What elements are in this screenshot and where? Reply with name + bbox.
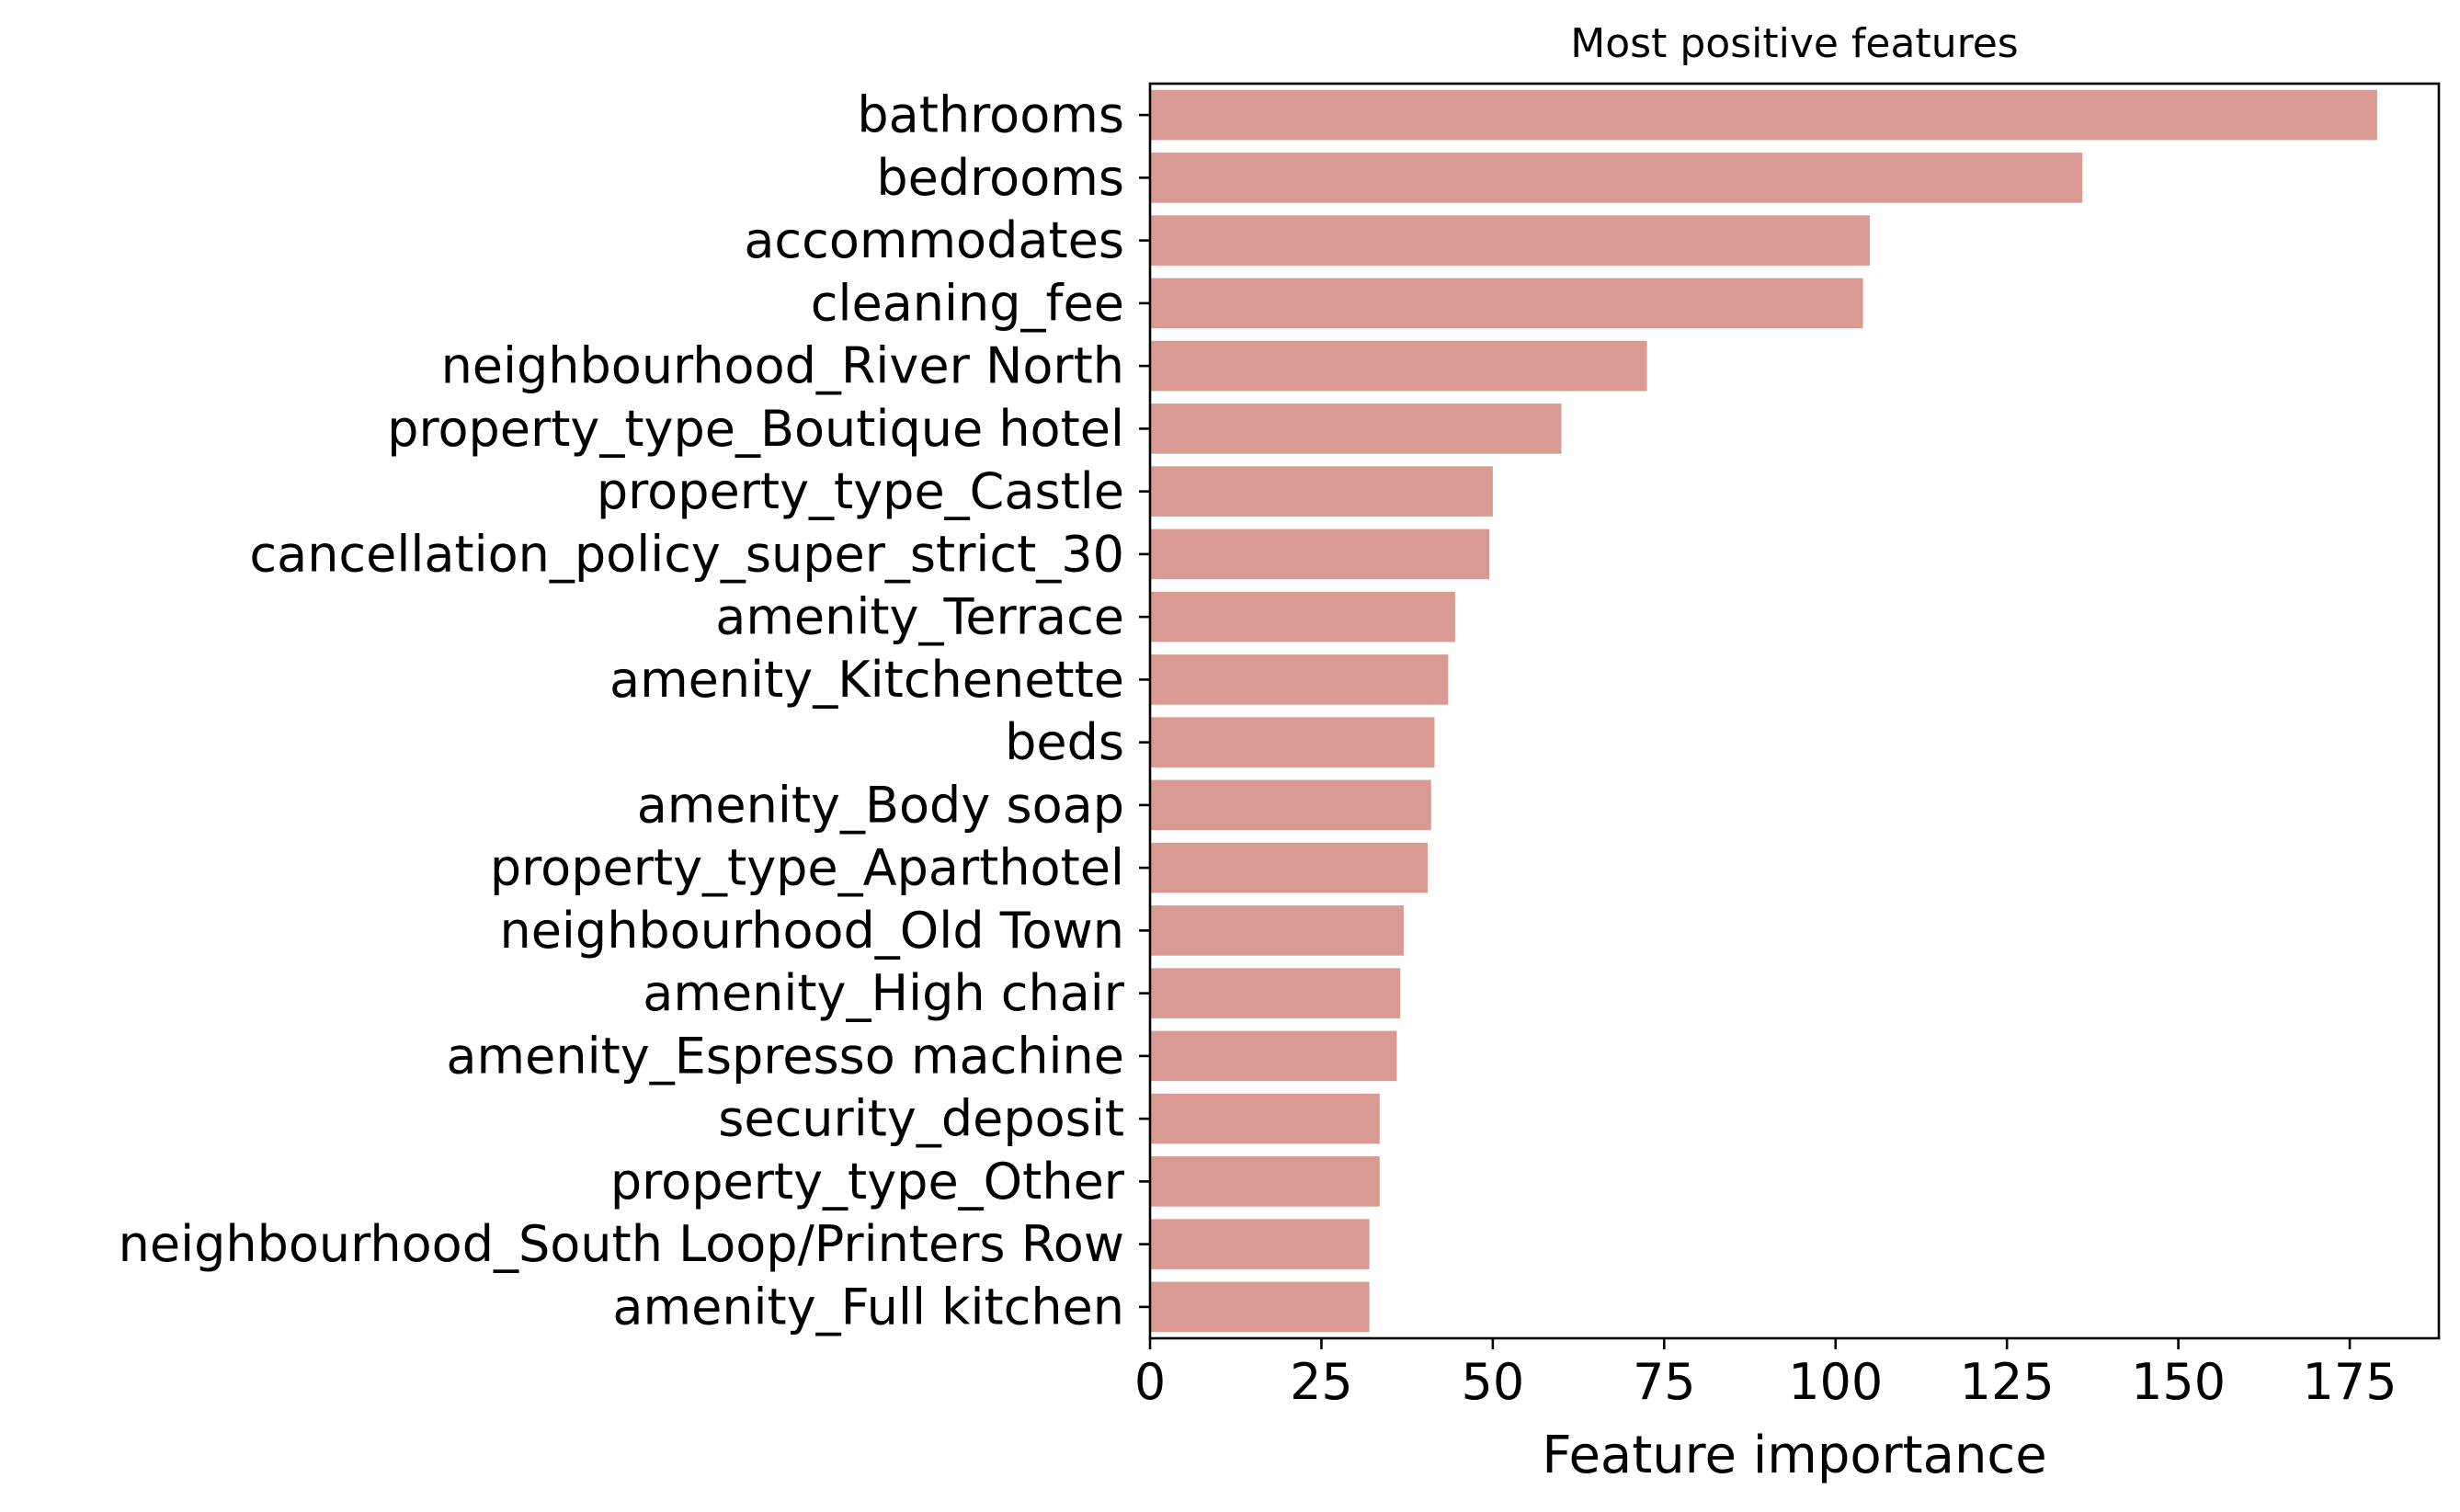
x-tick-label: 100: [1788, 1353, 1883, 1411]
y-tick-label: property_type_Other: [610, 1153, 1125, 1211]
plot-area-frame: [1148, 82, 2441, 1340]
y-tick-label: neighbourhood_Old Town: [499, 902, 1124, 960]
bars-layer: [1150, 89, 2377, 1333]
bar: [1150, 717, 1435, 767]
bar: [1150, 1219, 1370, 1269]
bar: [1150, 1281, 1370, 1333]
x-axis-ticks: 0 25 50 75 100 125 150 175: [1134, 1338, 2397, 1411]
y-tick-label: amenity_Terrace: [715, 588, 1124, 646]
y-tick-label: security_deposit: [718, 1090, 1124, 1148]
bar: [1150, 278, 1863, 329]
y-tick-label: property_type_Aparthotel: [490, 839, 1124, 897]
bar: [1150, 1156, 1380, 1207]
y-tick-label: amenity_Kitchenette: [609, 651, 1124, 709]
x-tick-label: 175: [2303, 1353, 2397, 1411]
x-tick-label: 75: [1633, 1353, 1696, 1411]
chart-title: Most positive features: [1570, 20, 2018, 67]
bar: [1150, 153, 2083, 203]
y-tick-label: property_type_Castle: [597, 462, 1124, 520]
y-tick-label: cancellation_policy_super_strict_30: [249, 525, 1124, 583]
bar: [1150, 1093, 1380, 1144]
x-tick-label: 125: [1960, 1353, 2055, 1411]
y-tick-labels: bathroomsbedroomsaccommodatescleaning_fe…: [119, 86, 1150, 1336]
bar: [1150, 1030, 1397, 1082]
bar: [1150, 89, 2377, 141]
y-tick-label: amenity_Full kitchen: [612, 1278, 1124, 1336]
bar: [1150, 529, 1490, 580]
y-tick-label: bedrooms: [876, 149, 1124, 207]
bar: [1150, 404, 1562, 454]
x-tick-label: 0: [1134, 1353, 1166, 1411]
y-tick-label: beds: [1005, 713, 1124, 771]
x-tick-label: 150: [2131, 1353, 2226, 1411]
y-tick-label: cleaning_fee: [811, 274, 1124, 332]
bar: [1150, 968, 1401, 1018]
bar: [1150, 905, 1404, 956]
y-tick-label: amenity_Espresso machine: [446, 1027, 1124, 1085]
y-tick-label: accommodates: [744, 211, 1124, 269]
y-tick-label: amenity_Body soap: [637, 776, 1124, 834]
y-tick-label: property_type_Boutique hotel: [387, 400, 1124, 458]
bar: [1150, 215, 1871, 266]
bar: [1150, 340, 1647, 392]
x-axis-label: Feature importance: [1542, 1426, 2046, 1485]
bar: [1150, 842, 1429, 893]
y-tick-label: amenity_High chair: [643, 964, 1125, 1022]
x-tick-label: 50: [1462, 1353, 1525, 1411]
y-tick-label: bathrooms: [857, 86, 1124, 144]
y-tick-label: neighbourhood_River North: [441, 337, 1124, 395]
bar: [1150, 654, 1449, 705]
bar: [1150, 591, 1455, 642]
bar: [1150, 779, 1431, 831]
bar: [1150, 466, 1493, 517]
y-tick-label: neighbourhood_South Loop/Printers Row: [119, 1215, 1124, 1273]
x-tick-label: 25: [1290, 1353, 1353, 1411]
